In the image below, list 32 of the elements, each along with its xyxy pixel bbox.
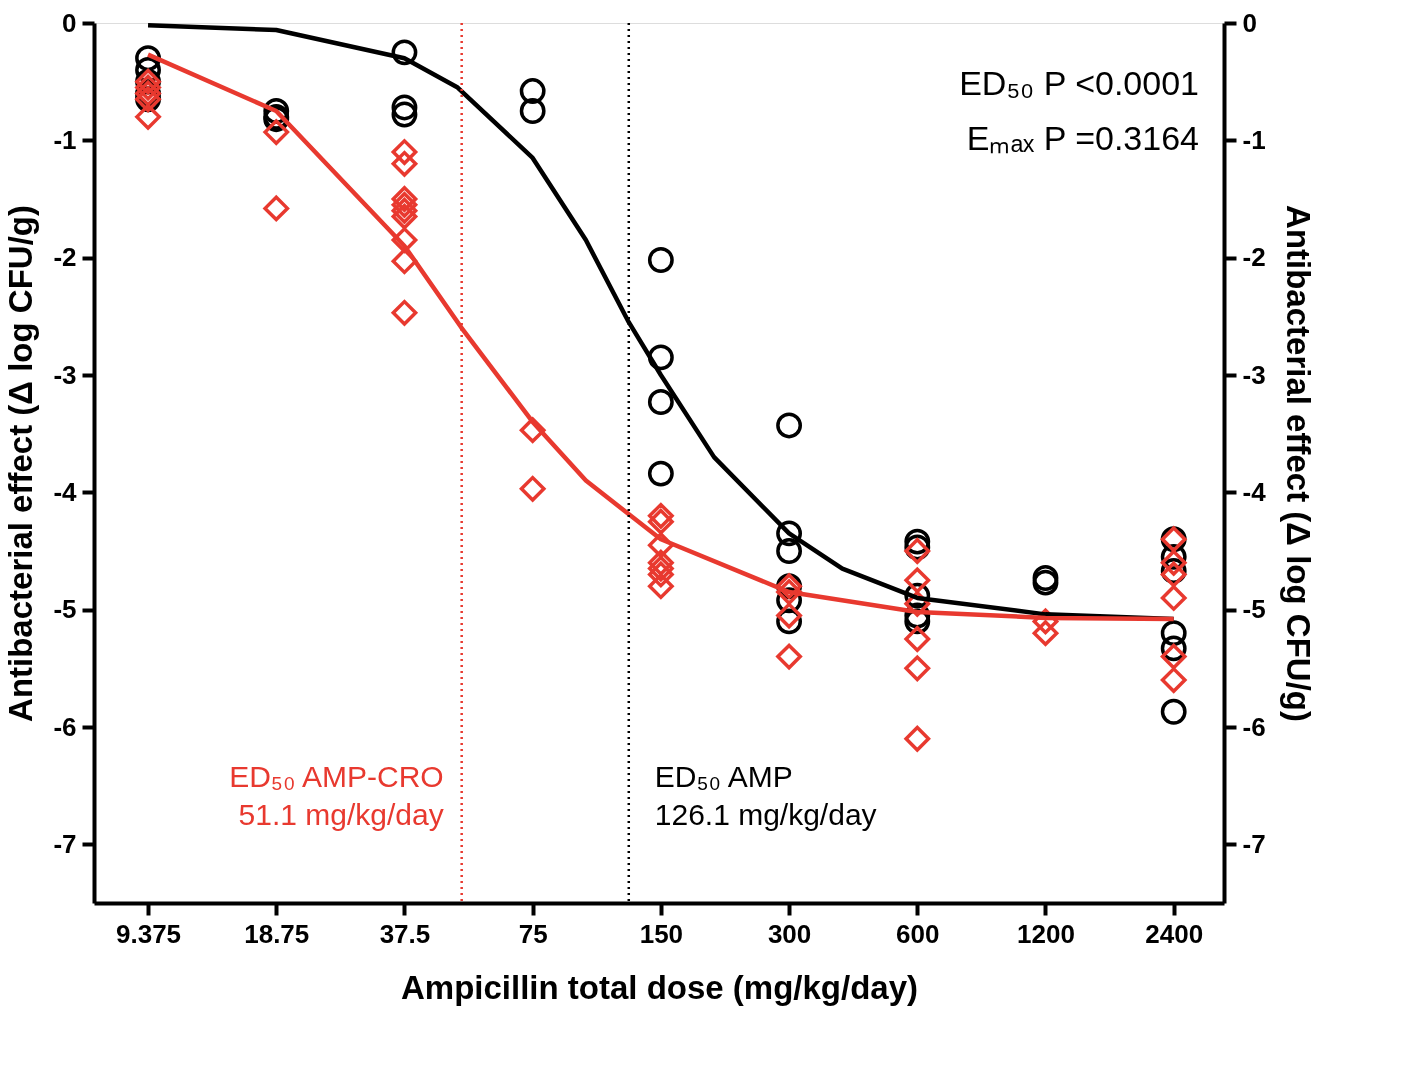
x-tick-label: 150 [639,918,684,949]
x-tick-label: 300 [767,918,812,949]
x-tick-label: 2400 [1145,918,1204,949]
y2-tick-label: -5 [1242,594,1266,625]
ref-line-label: ED₅₀ AMP 126.1 mg/kg/day [654,760,877,831]
y-tick-label: -2 [53,242,77,273]
annotation: Eₘₐₓ P =0.3164 [966,119,1199,157]
x-tick-label: 9.375 [116,918,182,949]
y-axis-title: Antibacterial effect (Δ log CFU/g) [2,205,40,722]
y2-tick-label: -3 [1242,359,1266,390]
x-tick-label: 37.5 [379,918,431,949]
annotation: ED₅₀ P <0.0001 [959,64,1199,102]
x-axis-title: Ampicillin total dose (mg/kg/day) [400,968,919,1006]
y-tick-label: -5 [53,594,77,625]
y2-tick-label: -4 [1242,476,1267,507]
x-tick-label: 600 [896,918,940,949]
y-tick-label: -3 [53,359,77,390]
y-tick-label: -1 [53,124,77,155]
y2-tick-label: 0 [1242,7,1257,38]
ref-line-label: ED₅₀ AMP-CRO 51.1 mg/kg/day [229,760,444,831]
y-tick-label: -4 [53,476,78,507]
y-tick-label: 0 [62,7,77,38]
y2-tick-label: -7 [1242,828,1266,859]
x-tick-label: 18.75 [244,918,310,949]
y2-axis-title: Antibacterial effect (Δ log CFU/g) [1279,205,1317,722]
x-tick-label: 1200 [1017,918,1075,949]
y2-tick-label: -1 [1242,124,1266,155]
y-tick-label: -6 [53,711,77,742]
y2-tick-label: -6 [1242,711,1266,742]
y2-tick-label: -2 [1242,242,1266,273]
x-tick-label: 75 [518,918,548,949]
y-tick-label: -7 [53,828,77,859]
